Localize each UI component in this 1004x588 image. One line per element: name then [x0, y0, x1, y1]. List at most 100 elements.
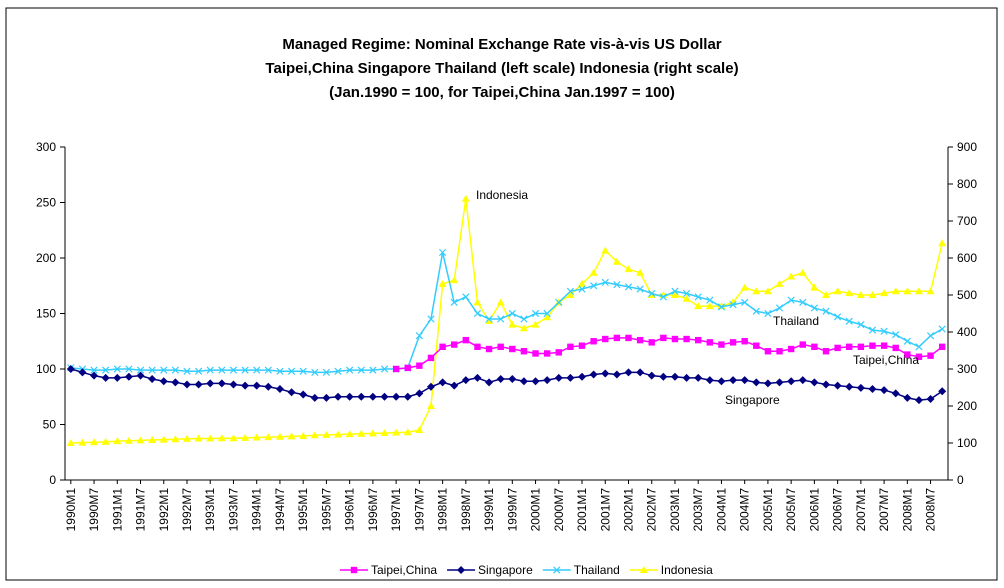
data-point: [612, 257, 621, 265]
data-point: [880, 386, 889, 395]
data-point: [403, 428, 412, 436]
x-tick-label: 2008M1: [900, 488, 914, 532]
data-point: [508, 309, 516, 318]
data-point: [892, 330, 900, 339]
y2-tick-label: 400: [957, 325, 977, 339]
data-point: [914, 287, 923, 295]
data-point: [392, 365, 400, 373]
series: [66, 365, 947, 405]
data-point: [368, 429, 377, 437]
x-tick-label: 1993M7: [226, 488, 240, 532]
data-point: [519, 324, 528, 332]
data-point: [334, 367, 342, 375]
data-point: [350, 566, 358, 574]
data-point: [694, 373, 703, 382]
data-point: [555, 298, 563, 307]
y-tick-label: 250: [36, 196, 56, 210]
data-point: [775, 304, 784, 312]
data-point: [519, 377, 528, 386]
x-tick-label: 2006M1: [807, 488, 821, 532]
data-point: [752, 378, 761, 387]
data-point: [926, 287, 935, 295]
data-point: [856, 291, 865, 298]
x-tick-label: 2006M7: [831, 488, 845, 532]
data-point: [753, 342, 760, 349]
data-point: [264, 433, 273, 441]
legend-label: Singapore: [478, 563, 533, 577]
data-point: [218, 366, 226, 374]
data-point: [102, 366, 110, 374]
data-point: [532, 350, 539, 357]
data-point: [659, 372, 668, 381]
data-point: [345, 392, 354, 401]
x-tick-label: 1991M1: [110, 488, 124, 532]
data-point: [938, 325, 946, 333]
x-tick-label: 1995M7: [319, 488, 333, 532]
data-point: [729, 376, 738, 385]
series-line: [70, 252, 943, 374]
data-point: [648, 289, 656, 298]
data-point: [275, 432, 284, 440]
data-point: [589, 370, 598, 379]
data-point: [810, 304, 819, 312]
data-point: [461, 376, 470, 385]
data-point: [159, 435, 168, 443]
data-point: [90, 366, 98, 374]
data-point: [368, 392, 377, 401]
data-point: [671, 335, 679, 343]
data-point: [810, 283, 819, 291]
data-point: [287, 367, 296, 375]
data-point: [101, 437, 110, 445]
data-point: [694, 293, 702, 301]
data-point: [229, 434, 238, 442]
x-tick-label: 2000M7: [552, 488, 566, 532]
data-point: [927, 352, 934, 359]
data-point: [252, 381, 261, 390]
annotation: Singapore: [725, 393, 780, 407]
data-point: [857, 320, 865, 329]
data-point: [578, 285, 586, 293]
x-tick-label: 2001M1: [575, 488, 589, 532]
data-point: [706, 339, 714, 346]
data-point: [427, 354, 435, 362]
data-point: [880, 327, 888, 335]
data-point: [124, 436, 133, 444]
data-point: [822, 291, 831, 298]
data-point: [206, 434, 215, 442]
data-point: [171, 366, 179, 374]
data-point: [601, 246, 610, 254]
data-point: [439, 343, 446, 350]
chart-border: [5, 7, 998, 581]
data-point: [612, 370, 621, 379]
data-point: [497, 343, 504, 350]
data-point: [740, 376, 749, 385]
data-point: [705, 302, 714, 310]
data-point: [287, 432, 296, 440]
data-point: [380, 429, 389, 437]
y-tick-label: 200: [36, 251, 56, 265]
data-point: [485, 345, 493, 353]
data-point: [776, 348, 783, 355]
data-point: [508, 374, 517, 383]
x-tick-label: 2003M1: [668, 488, 682, 532]
x-tick-label: 1994M1: [250, 488, 264, 532]
data-point: [682, 373, 691, 382]
data-point: [473, 298, 482, 306]
data-point: [553, 566, 561, 574]
data-point: [717, 303, 726, 311]
x-tick-label: 1993M1: [203, 488, 217, 532]
data-point: [113, 373, 122, 382]
data-point: [334, 430, 343, 438]
data-point: [520, 348, 528, 355]
data-point: [601, 278, 609, 287]
data-point: [625, 334, 632, 342]
y-tick-label: 150: [36, 307, 56, 321]
data-point: [729, 300, 737, 309]
data-point: [474, 343, 481, 350]
data-point: [450, 276, 459, 284]
data-point: [508, 320, 517, 328]
data-point: [601, 369, 610, 378]
data-point: [706, 296, 714, 304]
data-point: [66, 365, 75, 373]
data-point: [567, 343, 574, 350]
